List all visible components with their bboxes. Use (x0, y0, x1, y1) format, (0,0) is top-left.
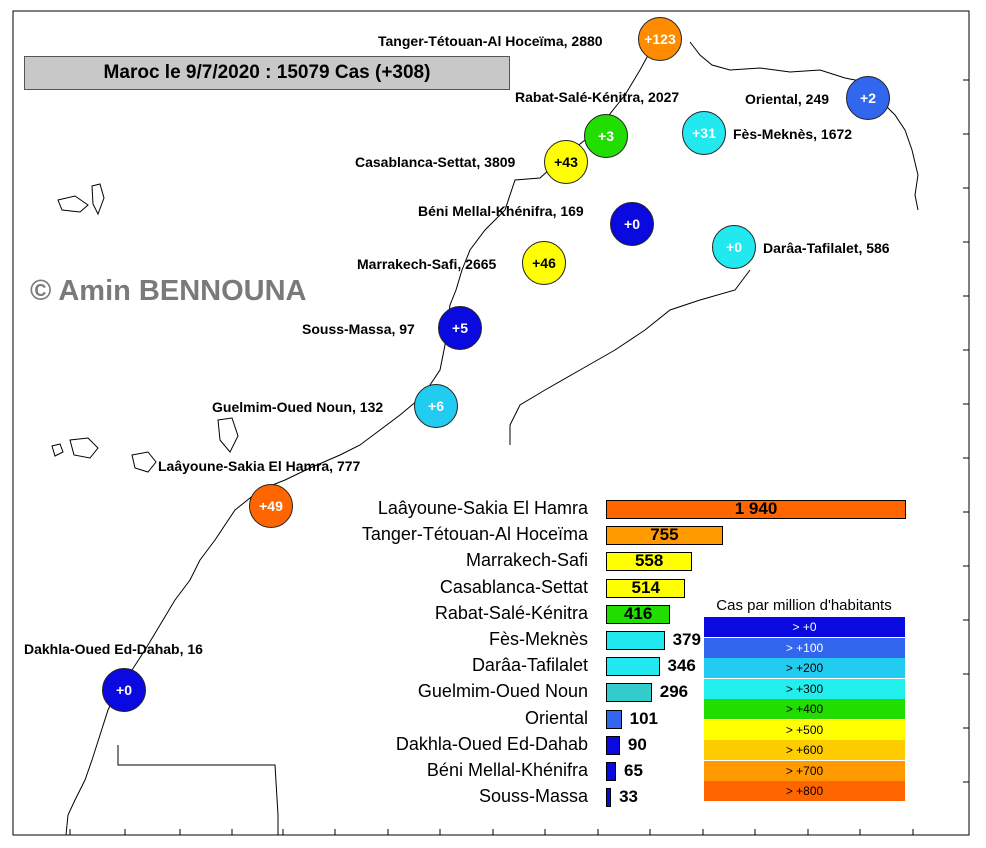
island-4 (51, 443, 64, 457)
bar-value-label: 1 940 (734, 499, 778, 518)
legend-title: Cas par million d'habitants (716, 597, 892, 614)
region-bubble-oriental: +2 (846, 76, 890, 120)
region-bubble-dakhla: +0 (102, 668, 146, 712)
region-label-draa: Darâa-Tafilalet, 586 (763, 240, 890, 256)
region-bubble-beni: +0 (610, 202, 654, 246)
region-bubble-casablanca: +43 (544, 140, 588, 184)
frame-ticks (69, 79, 969, 835)
legend-item: > +500 (704, 719, 905, 740)
bar-category-label: Souss-Massa (478, 786, 588, 807)
region-label-oriental: Oriental, 249 (745, 91, 830, 107)
bar-mark (606, 578, 686, 598)
region-label-rabat: Rabat-Salé-Kénitra, 2027 (515, 89, 680, 105)
region-bubble-marrakech: +46 (522, 241, 566, 285)
region-bubble-fes: +31 (682, 111, 726, 155)
copyright-text: © Amin BENNOUNA (30, 275, 307, 307)
bar-mark (606, 735, 620, 755)
legend-item: > +400 (704, 699, 905, 719)
region-label-souss: Souss-Massa, 97 (302, 321, 415, 337)
bar-category-label: Marrakech-Safi (465, 550, 588, 571)
bar-category-label: Darâa-Tafilalet (471, 655, 588, 676)
island-1 (57, 195, 89, 213)
region-bubble-laayoune: +49 (249, 484, 293, 528)
bar-category-label: Rabat-Salé-Kénitra (434, 602, 588, 623)
bar-value-label: 755 (650, 525, 679, 545)
island-6 (217, 417, 239, 453)
region-label-tanger: Tanger-Tétouan-Al Hoceïma, 2880 (378, 33, 603, 49)
region-bubble-tanger: +123 (638, 17, 682, 61)
region-bubble-souss: +5 (438, 306, 482, 350)
bar-category-label: Casablanca-Settat (439, 576, 588, 597)
border-east (509, 269, 751, 445)
region-bubble-draa: +0 (712, 225, 756, 269)
bar-category-label: Guelmim-Oued Noun (417, 681, 588, 702)
bar-value-label: 379 (672, 630, 701, 649)
bar-mark (606, 788, 612, 808)
bar-mark (606, 604, 671, 624)
page-title: Maroc le 9/7/2020 : 15079 Cas (+308) (24, 56, 510, 90)
legend-item: > +800 (704, 781, 905, 801)
region-label-beni: Béni Mellal-Khénifra, 169 (418, 203, 584, 219)
legend-item: > +300 (704, 678, 905, 699)
region-label-marrakech: Marrakech-Safi, 2665 (357, 256, 497, 272)
bar-category-label: Dakhla-Oued Ed-Dahab (395, 733, 588, 754)
island-3 (131, 451, 157, 473)
bar-value-label: 90 (627, 734, 647, 754)
bar-category-label: Oriental (524, 707, 588, 728)
bar-mark (606, 500, 906, 519)
bar-mark (606, 762, 617, 781)
legend-item: > +600 (704, 740, 905, 760)
legend-item: > +100 (704, 637, 905, 658)
bar-value-label: 346 (667, 656, 696, 676)
bar-value-label: 33 (619, 787, 639, 807)
region-label-dakhla: Dakhla-Oued Ed-Dahab, 16 (24, 641, 203, 657)
legend-item: > +700 (704, 760, 905, 781)
map-frame (12, 10, 970, 836)
bar-mark (606, 526, 723, 546)
bar-value-label: 416 (623, 603, 653, 623)
bar-category-label: Béni Mellal-Khénifra (426, 760, 588, 780)
island-5 (91, 183, 105, 216)
region-bubble-guelmim: +6 (414, 384, 458, 428)
legend-item: > +200 (704, 658, 905, 678)
bar-mark (606, 709, 622, 729)
region-label-guelmim: Guelmim-Oued Noun, 132 (212, 399, 384, 415)
region-label-fes: Fès-Meknès, 1672 (733, 126, 853, 142)
legend-item: > +0 (704, 617, 905, 637)
bar-value-label: 101 (629, 708, 658, 728)
bar-mark (606, 683, 652, 703)
bar-value-label: 514 (631, 577, 660, 597)
region-label-laayoune: Laâyoune-Sakia El Hamra, 777 (158, 458, 361, 474)
region-label-casablanca: Casablanca-Settat, 3809 (355, 154, 516, 170)
bar-value-label: 65 (624, 761, 643, 780)
bar-value-label: 296 (659, 682, 689, 702)
bar-category-label: Laâyoune-Sakia El Hamra (377, 498, 588, 518)
border-south (117, 745, 279, 835)
bar-mark (606, 552, 693, 572)
region-bubble-rabat: +3 (584, 114, 628, 158)
bar-value-label: 558 (634, 551, 664, 571)
bar-mark (606, 657, 660, 677)
island-2 (69, 437, 99, 459)
bar-category-label: Fès-Meknès (488, 629, 588, 649)
bar-mark (606, 631, 665, 650)
bar-category-label: Tanger-Tétouan-Al Hoceïma (361, 524, 588, 545)
